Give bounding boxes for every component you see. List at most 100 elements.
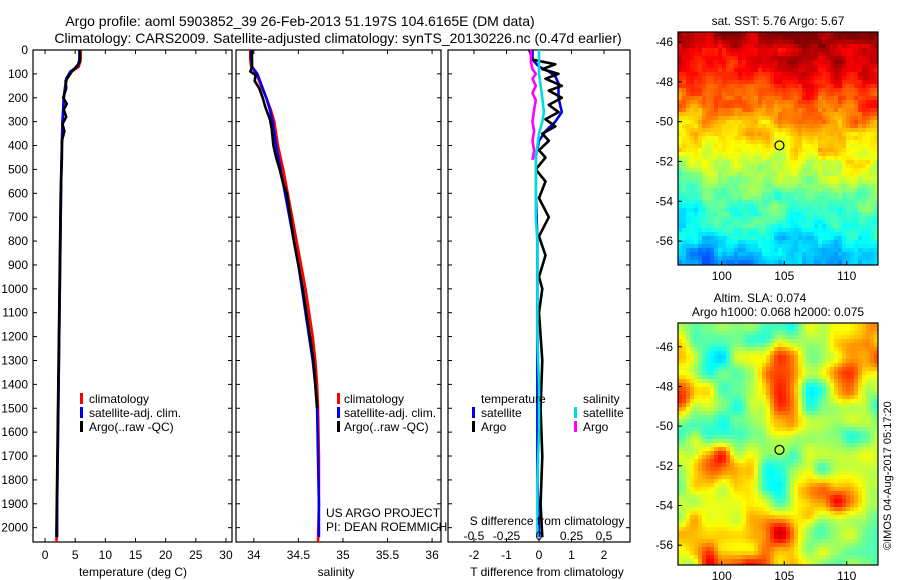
map-cell (786, 331, 791, 336)
map-cell (774, 188, 779, 193)
map-cell (818, 256, 823, 261)
x-tick-label: 34.5 (287, 548, 311, 562)
map-cell (718, 128, 723, 133)
map-cell (690, 244, 695, 249)
map-cell (754, 228, 759, 233)
map-cell (734, 248, 739, 253)
map-cell (810, 204, 815, 209)
map-cell (758, 52, 763, 57)
map-cell (850, 60, 855, 65)
map-cell (850, 160, 855, 165)
map-cell (706, 427, 711, 432)
map-cell (822, 335, 827, 340)
x-tick-label: 30 (219, 548, 233, 562)
map-cell (806, 455, 811, 460)
map-cell (774, 144, 779, 149)
map-cell (794, 144, 799, 149)
map-cell (834, 188, 839, 193)
map-cell (710, 168, 715, 173)
map-cell (818, 407, 823, 412)
map-cell (862, 160, 867, 165)
map-cell (730, 351, 735, 356)
map-cell (810, 407, 815, 412)
map-cell (702, 208, 707, 213)
map-cell (754, 60, 759, 65)
map-cell (874, 212, 878, 217)
map-cell (866, 120, 871, 125)
map-cell (762, 435, 767, 440)
map-cell (730, 216, 735, 221)
map-cell (722, 407, 727, 412)
map-cell (734, 184, 739, 189)
map-cell (858, 52, 863, 57)
map-cell (874, 252, 878, 257)
map-cell (694, 439, 699, 444)
map-cell (746, 156, 751, 161)
map-cell (770, 204, 775, 209)
map-cell (678, 455, 683, 460)
map-cell (746, 252, 751, 257)
map-cell (826, 36, 831, 41)
map-cell (810, 128, 815, 133)
map-cell (710, 423, 715, 428)
map-cell (790, 124, 795, 129)
map-cell (858, 455, 863, 460)
map-cell (690, 108, 695, 113)
map-cell (686, 339, 691, 344)
map-cell (770, 124, 775, 129)
map-cell (854, 212, 859, 217)
map-cell (758, 355, 763, 360)
map-cell (686, 116, 691, 121)
map-cell (806, 148, 811, 153)
map-cell (802, 44, 807, 49)
map-cell (726, 212, 731, 217)
map-cell (798, 124, 803, 129)
map-cell (718, 411, 723, 416)
map-cell (854, 323, 859, 328)
map-cell (786, 180, 791, 185)
map-cell (806, 451, 811, 456)
map-cell (786, 232, 791, 237)
map-cell (806, 220, 811, 225)
map-cell (842, 343, 847, 348)
map-cell (706, 56, 711, 61)
map-cell (738, 355, 743, 360)
map-cell (726, 351, 731, 356)
map-cell (718, 36, 723, 41)
map-cell (870, 212, 875, 217)
map-cell (810, 220, 815, 225)
map-cell (790, 72, 795, 77)
map-cell (842, 60, 847, 65)
map-cell (758, 435, 763, 440)
map-cell (726, 371, 731, 376)
map-cell (842, 407, 847, 412)
map-cell (846, 156, 851, 161)
map-cell (830, 204, 835, 209)
map-cell (814, 112, 819, 117)
map-cell (874, 463, 878, 468)
map-cell (826, 140, 831, 145)
map-cell (754, 180, 759, 185)
map-cell (762, 236, 767, 241)
map-cell (818, 435, 823, 440)
map-cell (762, 196, 767, 201)
map-cell (730, 80, 735, 85)
map-cell (842, 427, 847, 432)
map-cell (874, 347, 878, 352)
map-cell (746, 96, 751, 101)
map-cell (706, 180, 711, 185)
map-cell (810, 108, 815, 113)
map-cell (786, 443, 791, 448)
map-cell (866, 363, 871, 368)
map-cell (830, 156, 835, 161)
depth-tick-label: 1700 (1, 449, 28, 463)
map-cell (754, 76, 759, 81)
map-cell (758, 208, 763, 213)
sst-map: 100 105 110-46-48-50-52-54-56 (656, 31, 879, 283)
map-cell (862, 244, 867, 249)
map-cell (818, 379, 823, 384)
map-cell (802, 443, 807, 448)
map-cell (814, 391, 819, 396)
map-cell (874, 112, 878, 117)
map-cell (842, 399, 847, 404)
